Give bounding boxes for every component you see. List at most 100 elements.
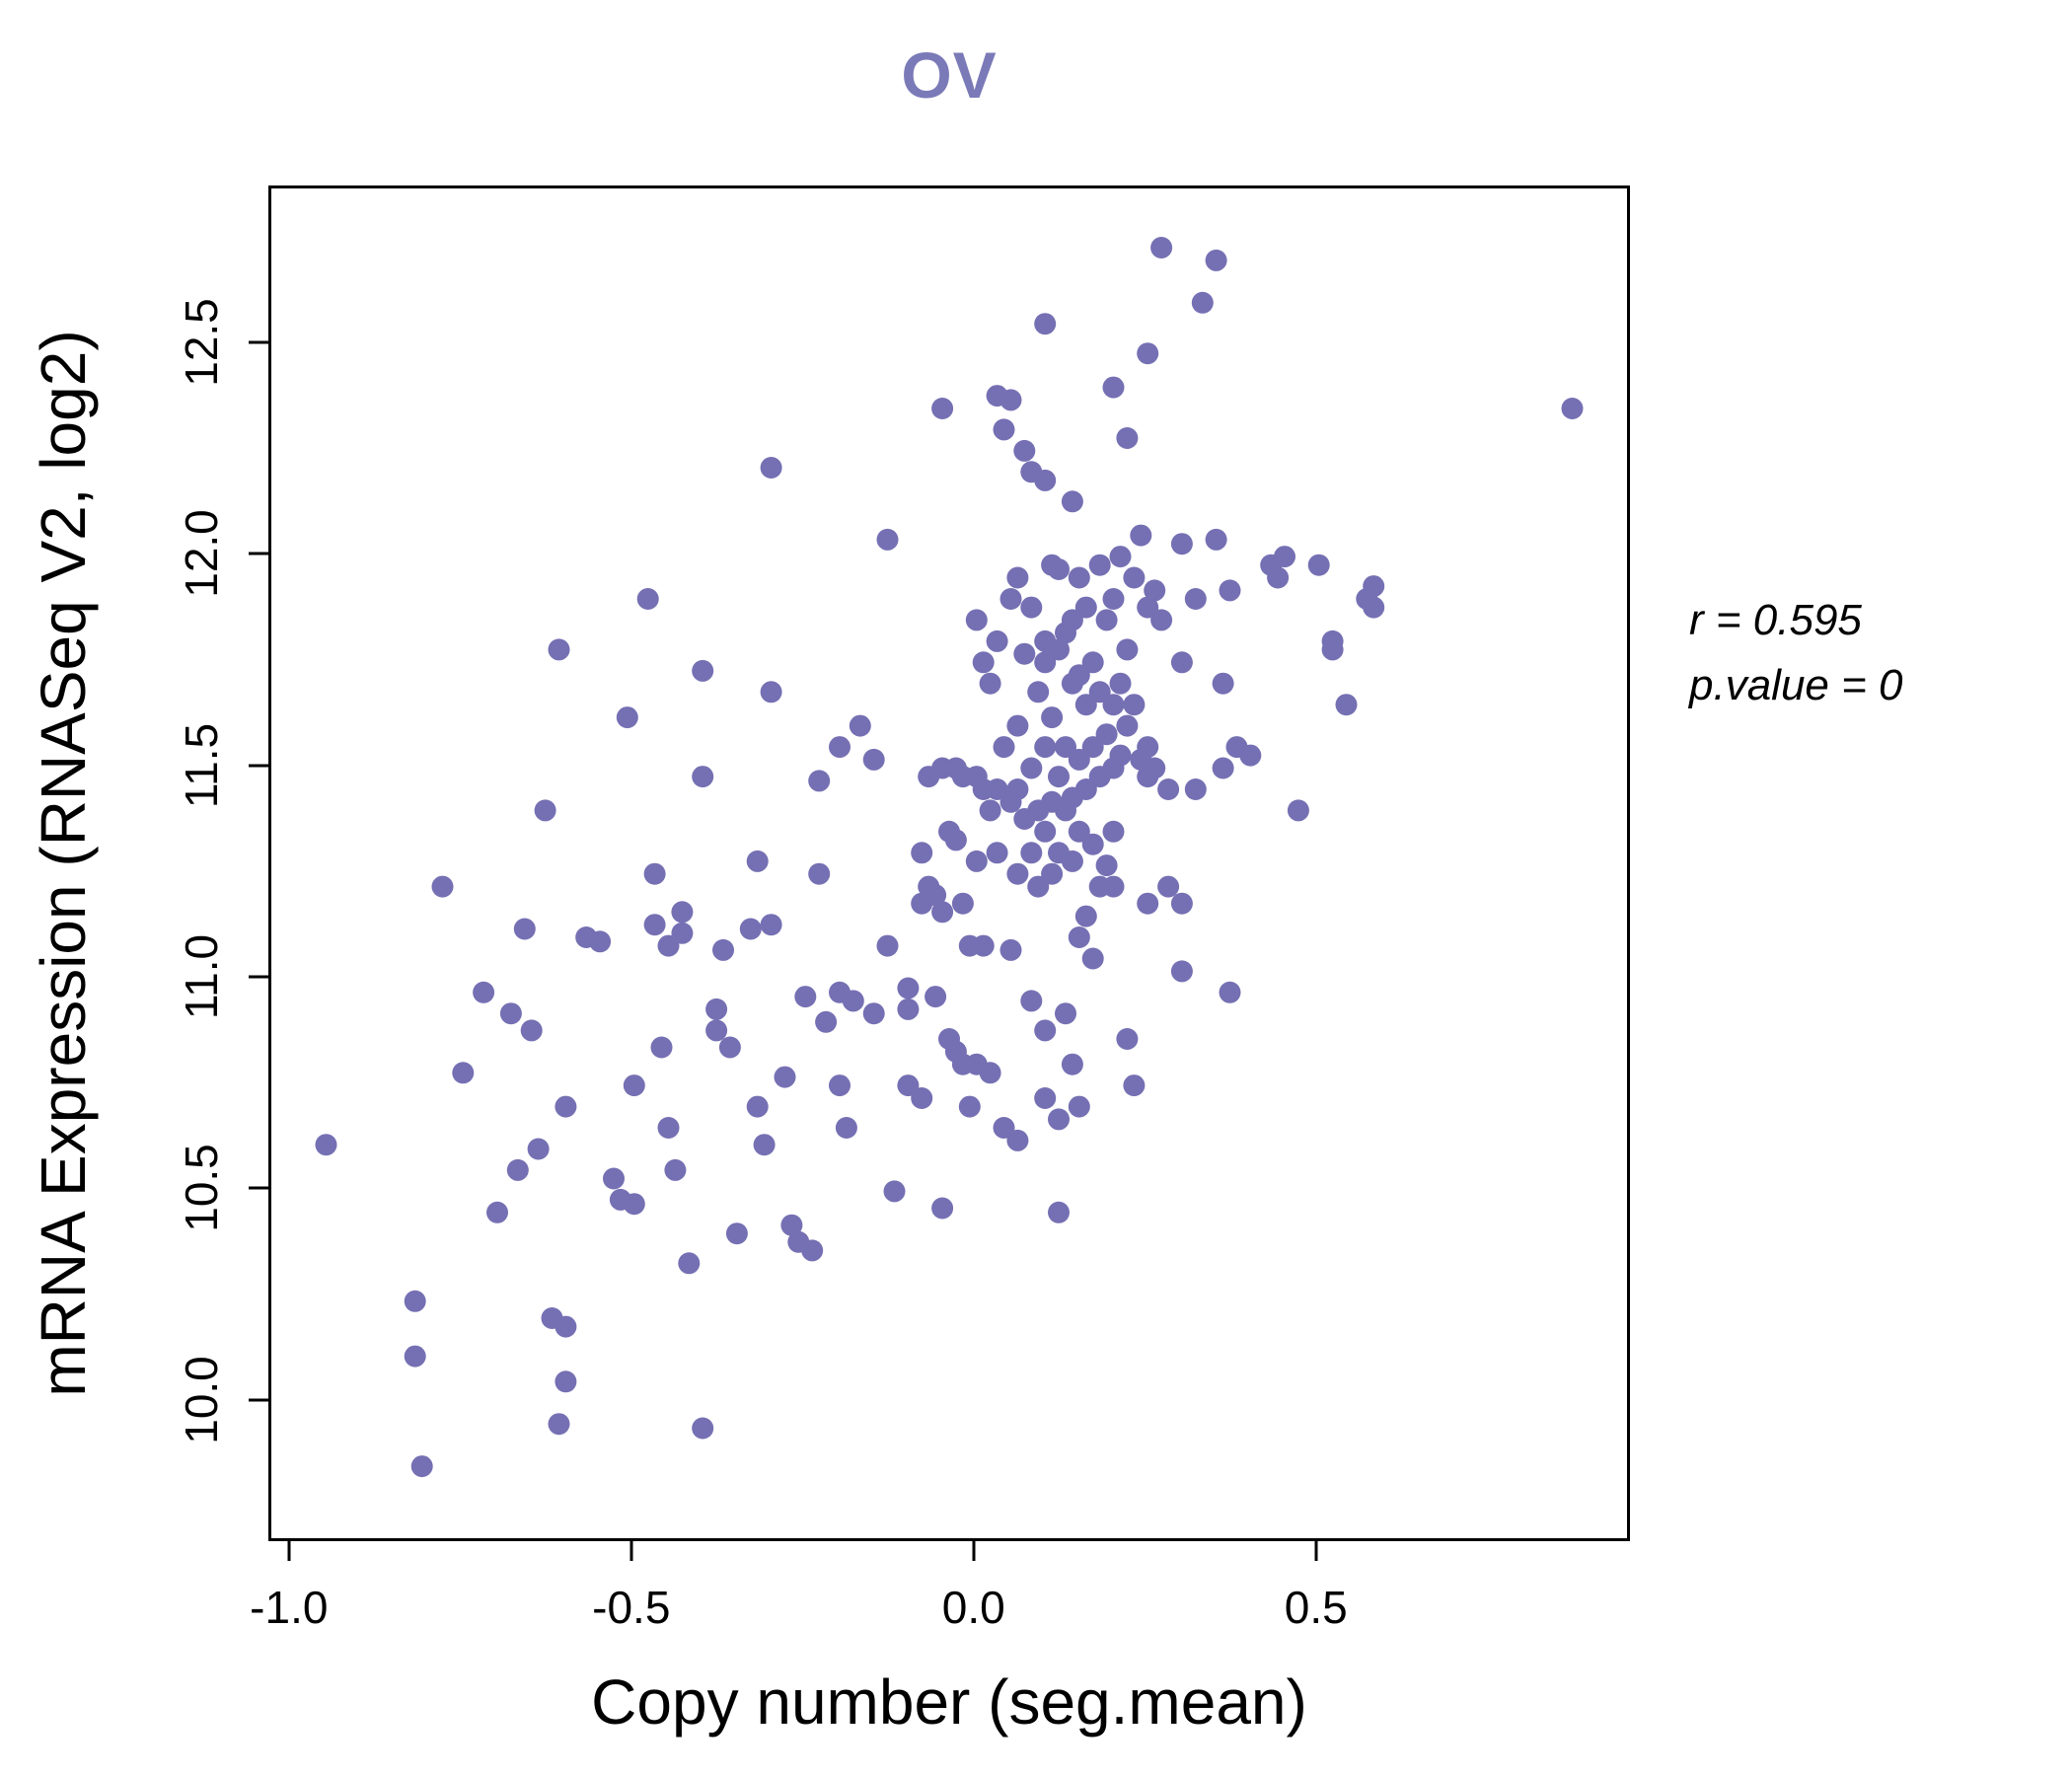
data-point [883, 1180, 906, 1203]
data-point [1034, 651, 1057, 674]
data-point [965, 850, 988, 872]
data-point [452, 1062, 475, 1084]
y-tick-mark [249, 764, 268, 767]
data-point [1055, 1002, 1076, 1025]
data-point [944, 829, 967, 851]
data-point [753, 1134, 776, 1156]
data-point [1095, 854, 1118, 877]
data-point [1144, 757, 1166, 779]
data-point [1137, 342, 1159, 365]
data-point [692, 659, 714, 682]
data-point [431, 875, 454, 898]
data-point [1081, 736, 1104, 759]
data-point [1170, 533, 1193, 555]
x-tick-label: 0.0 [941, 1582, 1005, 1633]
data-point [760, 457, 782, 479]
data-point [931, 901, 954, 924]
data-point [931, 398, 954, 419]
data-point [1157, 778, 1180, 800]
data-point [1048, 1201, 1070, 1223]
data-point [1170, 651, 1193, 674]
chart-title: OV [901, 38, 998, 111]
data-point [718, 1036, 741, 1059]
data-point [1068, 926, 1090, 948]
data-point [1287, 799, 1309, 822]
data-point [1219, 579, 1241, 602]
data-point [1027, 875, 1050, 898]
data-point [849, 714, 871, 737]
data-point [1102, 588, 1125, 610]
data-point [1363, 596, 1385, 619]
data-point [1130, 524, 1152, 547]
data-point [1205, 249, 1227, 271]
data-point [1034, 820, 1057, 843]
data-point [725, 1222, 748, 1245]
data-point [1013, 642, 1036, 665]
data-point [993, 1117, 1015, 1139]
data-point [1006, 862, 1029, 885]
data-point [1034, 736, 1057, 759]
data-point [1020, 596, 1043, 619]
x-axis-label: Copy number (seg.mean) [591, 1666, 1307, 1738]
data-point [876, 528, 899, 551]
data-point [678, 1252, 701, 1275]
data-point [911, 842, 933, 864]
data-point [534, 799, 556, 822]
y-tick-mark [249, 1186, 268, 1190]
data-point [664, 1158, 687, 1181]
data-point [1048, 638, 1070, 661]
data-point [808, 862, 831, 885]
data-point [616, 706, 638, 729]
data-point [979, 799, 1001, 822]
data-point [1020, 990, 1043, 1012]
y-tick-mark [249, 1398, 268, 1402]
data-point [1150, 237, 1173, 259]
data-point [986, 629, 1008, 652]
data-point [1307, 554, 1330, 576]
data-point [862, 748, 885, 771]
data-point [1068, 1095, 1090, 1118]
data-point [692, 766, 714, 788]
data-point [555, 1315, 577, 1338]
data-point [1068, 748, 1090, 771]
data-point [746, 850, 769, 872]
p-value-text: p.value = 0 [1689, 661, 1903, 709]
data-point [1027, 681, 1050, 703]
data-point [1095, 723, 1118, 746]
data-point [548, 1413, 570, 1436]
data-point [842, 990, 864, 1012]
data-point [1074, 778, 1097, 800]
data-point [1109, 672, 1132, 695]
data-point [1061, 850, 1083, 872]
y-tick-mark [249, 340, 268, 344]
data-point [404, 1345, 426, 1368]
data-point [1150, 609, 1173, 631]
data-point [925, 986, 947, 1008]
x-tick-label: -0.5 [592, 1582, 671, 1633]
data-point [815, 1010, 838, 1033]
data-point [1137, 736, 1159, 759]
data-point [897, 977, 920, 999]
data-point [671, 922, 694, 944]
data-point [1061, 1053, 1083, 1075]
data-point [1219, 981, 1241, 1003]
data-point [746, 1095, 769, 1118]
data-point [1048, 766, 1070, 788]
data-point [1020, 757, 1043, 779]
data-point [760, 681, 782, 703]
data-point [643, 914, 666, 936]
data-point [993, 418, 1015, 441]
data-point [555, 1370, 577, 1393]
y-tick-mark [249, 975, 268, 979]
data-point [1274, 546, 1295, 568]
data-point [1116, 1028, 1139, 1050]
data-point [1212, 672, 1234, 695]
data-point [911, 1087, 933, 1109]
data-point [520, 1019, 543, 1042]
data-point [1068, 566, 1090, 589]
data-point [999, 389, 1022, 411]
data-point [1006, 714, 1029, 737]
data-point [979, 1062, 1001, 1084]
data-point [636, 588, 659, 610]
